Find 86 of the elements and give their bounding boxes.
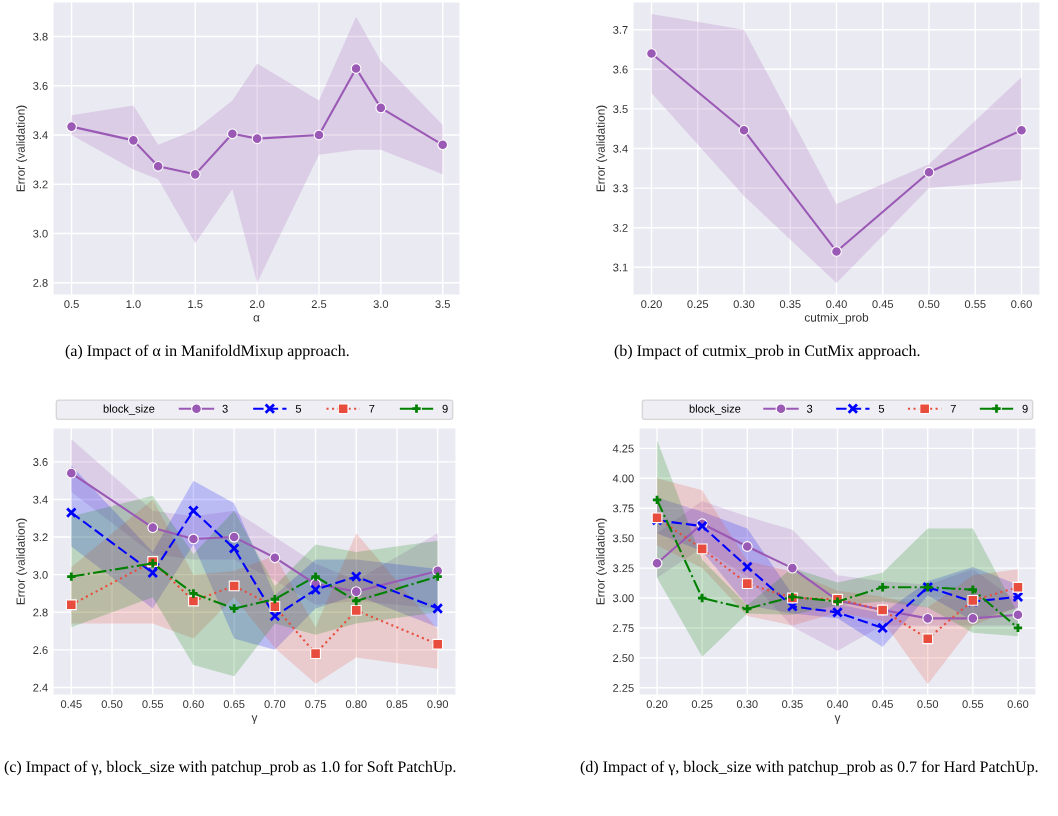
x-tick-label: 0.85 xyxy=(386,700,408,709)
y-tick-label: 3.25 xyxy=(612,564,634,573)
x-tick-label: 0.50 xyxy=(101,700,123,709)
x-axis-title: γ xyxy=(251,715,258,724)
y-tick-label: 3.5 xyxy=(613,105,628,114)
y-tick-label: 2.8 xyxy=(33,278,48,287)
x-tick-label: 0.50 xyxy=(918,300,940,309)
legend-label: 9 xyxy=(1022,404,1028,413)
text: (b) Impact of cutmix_prob in CutMix approach. xyxy=(614,344,920,360)
y-tick-label: 3.50 xyxy=(612,534,634,543)
x-tick-label: 0.30 xyxy=(736,700,758,709)
x-tick-label: 0.40 xyxy=(826,300,847,309)
y-tick-label: 3.8 xyxy=(33,32,48,41)
x-axis-title: α xyxy=(253,315,260,322)
x-tick-label: 0.60 xyxy=(1007,700,1029,709)
x-tick-label: 0.30 xyxy=(733,300,755,309)
text: (a) Impact of α in ManifoldMixup approach. xyxy=(65,344,349,360)
legend-label: 3 xyxy=(806,404,813,413)
y-tick-label: 3.2 xyxy=(613,223,628,232)
y-axis-title: Error (validation) xyxy=(16,105,28,192)
x-tick-label: 0.55 xyxy=(142,700,164,709)
x-tick-label: 0.40 xyxy=(827,700,848,709)
x-tick-label: 0.55 xyxy=(962,700,984,709)
y-tick-label: 3.4 xyxy=(33,495,48,504)
x-tick-label: 1.0 xyxy=(126,300,141,309)
x-tick-label: 0.45 xyxy=(872,700,893,709)
y-tick-label: 3.6 xyxy=(33,458,48,466)
legend-label: 5 xyxy=(295,404,302,413)
y-tick-label: 4.25 xyxy=(612,444,634,453)
y-tick-label: 2.6 xyxy=(33,646,48,655)
y-tick-label: 3.3 xyxy=(613,184,628,193)
x-tick-label: 0.90 xyxy=(427,700,449,709)
x-tick-label: 0.35 xyxy=(779,300,801,309)
x-tick-label: 1.5 xyxy=(188,300,203,309)
legend-label: 3 xyxy=(222,404,228,413)
y-tick-label: 3.0 xyxy=(33,570,48,579)
x-axis-title: cutmix_prob xyxy=(804,313,869,324)
y-tick-label: 3.6 xyxy=(33,81,48,90)
y-tick-label: 3.0 xyxy=(33,229,48,238)
y-tick-label: 3.75 xyxy=(612,504,634,513)
y-tick-label: 4.00 xyxy=(612,474,634,483)
legend-label: 7 xyxy=(950,404,956,413)
x-tick-label: 0.55 xyxy=(964,300,986,309)
text: (d) Impact of γ, block_size with patchup_prob as 0.7 for Hard PatchUp. xyxy=(580,760,1038,776)
y-tick-label: 3.6 xyxy=(613,65,628,74)
y-tick-label: 2.75 xyxy=(613,624,634,633)
x-tick-label: 0.35 xyxy=(782,700,803,709)
x-tick-label: 0.50 xyxy=(917,700,939,709)
x-tick-label: 0.65 xyxy=(223,700,245,709)
legend-title: block_size xyxy=(689,404,741,415)
legend-label: 5 xyxy=(878,404,885,413)
y-tick-label: 3.7 xyxy=(613,25,628,34)
x-tick-label: 0.60 xyxy=(1011,300,1032,309)
x-tick-label: 0.45 xyxy=(872,300,894,309)
x-tick-label: 0.25 xyxy=(687,300,709,309)
x-tick-label: 0.75 xyxy=(305,700,326,709)
x-tick-label: 0.80 xyxy=(345,700,367,709)
y-tick-label: 3.2 xyxy=(33,533,48,542)
text: (c) Impact of γ, block_size with patchup_prob as 1.0 for Soft PatchUp. xyxy=(4,760,456,776)
y-axis-title: Error (validation) xyxy=(596,105,608,192)
x-tick-label: 0.70 xyxy=(264,700,286,709)
x-tick-label: 2.5 xyxy=(311,300,327,309)
y-axis-title: Error (validation) xyxy=(16,518,28,605)
y-tick-label: 2.4 xyxy=(33,683,48,692)
y-tick-label: 2.8 xyxy=(33,608,48,617)
y-tick-label: 2.25 xyxy=(613,684,634,692)
y-tick-label: 2.50 xyxy=(613,654,634,663)
x-tick-label: 0.20 xyxy=(646,700,668,709)
y-tick-label: 3.4 xyxy=(613,144,628,153)
y-tick-label: 3.1 xyxy=(613,263,628,272)
x-tick-label: 0.60 xyxy=(183,700,204,709)
x-tick-label: 0.25 xyxy=(691,700,713,709)
y-axis-title: Error (validation) xyxy=(595,518,607,605)
x-tick-label: 3.0 xyxy=(373,300,389,309)
y-tick-label: 3.4 xyxy=(33,131,48,140)
y-tick-label: 3.2 xyxy=(33,180,48,189)
x-axis-title: γ xyxy=(834,715,841,724)
legend-label: 9 xyxy=(442,404,448,413)
y-tick-label: 3.00 xyxy=(612,594,634,603)
x-tick-label: 0.20 xyxy=(641,300,662,309)
x-tick-label: 2.0 xyxy=(249,300,265,309)
x-tick-label: 0.45 xyxy=(60,700,82,709)
legend-label: 7 xyxy=(369,404,375,413)
x-tick-label: 0.5 xyxy=(64,300,79,309)
x-tick-label: 3.5 xyxy=(435,300,450,309)
legend-title: block_size xyxy=(103,404,155,415)
